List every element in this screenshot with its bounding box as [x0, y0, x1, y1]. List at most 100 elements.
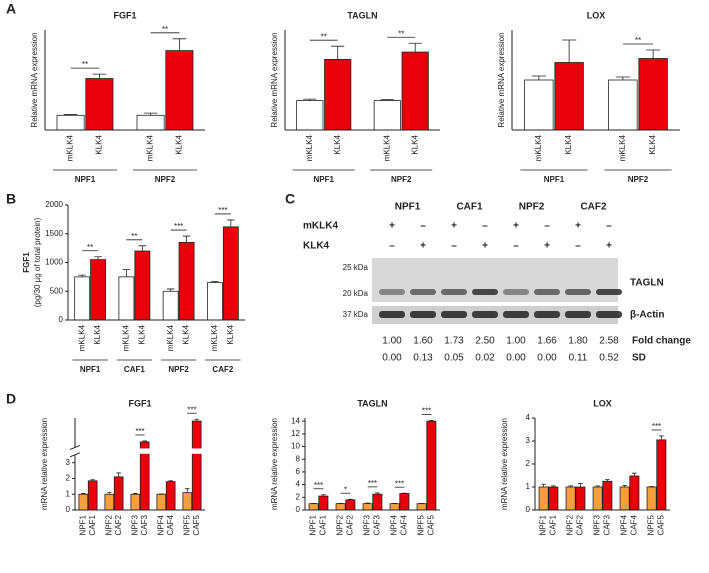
lane-label: CAF1 — [456, 202, 483, 213]
bar — [222, 226, 239, 321]
bar — [548, 486, 559, 511]
sign: – — [451, 241, 457, 252]
bar — [619, 486, 630, 511]
significance-label: ** — [321, 32, 327, 41]
y-tick-label: 2 — [296, 492, 301, 501]
x-tick-label: NPF1 — [78, 514, 87, 535]
y-tick-label: 1000 — [45, 258, 63, 267]
band-label: β-Actin — [630, 310, 664, 321]
marker-label: 37 kDa — [343, 310, 369, 319]
error-bar — [605, 479, 610, 482]
bar — [629, 475, 640, 511]
sign: – — [575, 241, 581, 252]
error-bar — [551, 485, 556, 487]
bar — [182, 492, 193, 511]
bar — [401, 51, 429, 131]
bar — [324, 59, 352, 131]
error-bar — [92, 73, 107, 79]
band — [379, 289, 405, 295]
x-tick-label: NPF5 — [182, 514, 191, 535]
x-tick-label: CAF3 — [140, 514, 149, 535]
value: 0.11 — [569, 353, 588, 364]
x-tick-label: mKLK4 — [534, 134, 543, 161]
error-bar — [142, 440, 147, 442]
x-tick-label: CAF4 — [399, 514, 408, 535]
bar — [104, 493, 115, 511]
value: 0.00 — [537, 353, 557, 364]
band — [596, 289, 622, 295]
y-axis-label: FGF1 — [22, 252, 31, 273]
bar — [554, 62, 584, 131]
marker-label: 20 kDa — [343, 289, 369, 298]
group-label: CAF2 — [212, 365, 233, 374]
error-bar — [63, 114, 78, 116]
y-tick-label: 12 — [291, 429, 300, 438]
bar — [656, 439, 667, 511]
error-bar — [595, 485, 600, 487]
band — [503, 289, 529, 295]
band — [410, 289, 436, 295]
x-tick-label: CAF3 — [372, 514, 381, 535]
group-label: NPF2 — [168, 365, 189, 374]
y-tick-label: 4 — [526, 413, 531, 422]
y-axis-label: mRNA relative expression — [500, 418, 509, 510]
band — [472, 311, 498, 318]
group-label: NPF1 — [544, 175, 565, 184]
x-tick-label: CAF1 — [318, 514, 327, 535]
band — [441, 311, 467, 318]
band — [534, 311, 560, 318]
x-tick-label: KLK4 — [333, 134, 342, 154]
row-label: Fold change — [632, 336, 691, 347]
bar — [608, 79, 638, 131]
x-tick-label: mKLK4 — [77, 324, 86, 351]
value: 2.58 — [599, 336, 619, 347]
row-label: SD — [632, 353, 646, 364]
error-bar — [615, 76, 631, 80]
x-tick-label: CAF4 — [166, 514, 175, 535]
lane-label: NPF1 — [395, 202, 421, 213]
band — [565, 289, 591, 295]
row-label: mKLK4 — [303, 221, 338, 232]
significance-label: *** — [652, 422, 661, 431]
y-tick-label: 8 — [296, 454, 301, 463]
value: 0.00 — [382, 353, 402, 364]
group-label: NPF2 — [155, 175, 176, 184]
significance-label: ** — [162, 25, 168, 34]
bar — [345, 499, 356, 511]
error-bar — [211, 281, 219, 283]
y-tick-label: 2 — [526, 459, 531, 468]
y-tick-label: 0 — [526, 505, 531, 514]
x-tick-label: NPF2 — [104, 514, 113, 535]
value: 0.05 — [444, 353, 464, 364]
x-tick-label: CAF2 — [575, 514, 584, 535]
y-tick-label: 4 — [296, 480, 301, 489]
x-tick-label: CAF5 — [192, 514, 201, 535]
significance-label: ** — [87, 243, 93, 252]
value: 0.02 — [475, 353, 495, 364]
error-bar — [116, 472, 121, 477]
error-bar — [561, 39, 577, 63]
significance-label: *** — [187, 405, 196, 414]
error-bar — [194, 418, 199, 422]
significance-label: *** — [218, 206, 227, 215]
error-bar — [380, 99, 394, 101]
bar — [130, 493, 141, 511]
value: 2.50 — [475, 336, 495, 347]
bar — [389, 503, 400, 511]
value: 1.60 — [413, 336, 433, 347]
x-tick-label: mKLK4 — [146, 134, 155, 161]
lane-label: CAF2 — [580, 202, 607, 213]
bar — [362, 503, 373, 511]
x-tick-label: CAF2 — [345, 514, 354, 535]
sign: + — [513, 221, 519, 232]
sign: – — [389, 241, 395, 252]
error-bar — [321, 494, 326, 497]
value: 1.73 — [444, 336, 464, 347]
y-tick-label: 10 — [291, 442, 300, 451]
bar — [90, 259, 107, 321]
x-tick-label: mKLK4 — [210, 324, 219, 351]
sign: + — [575, 221, 581, 232]
error-bar — [429, 420, 434, 422]
